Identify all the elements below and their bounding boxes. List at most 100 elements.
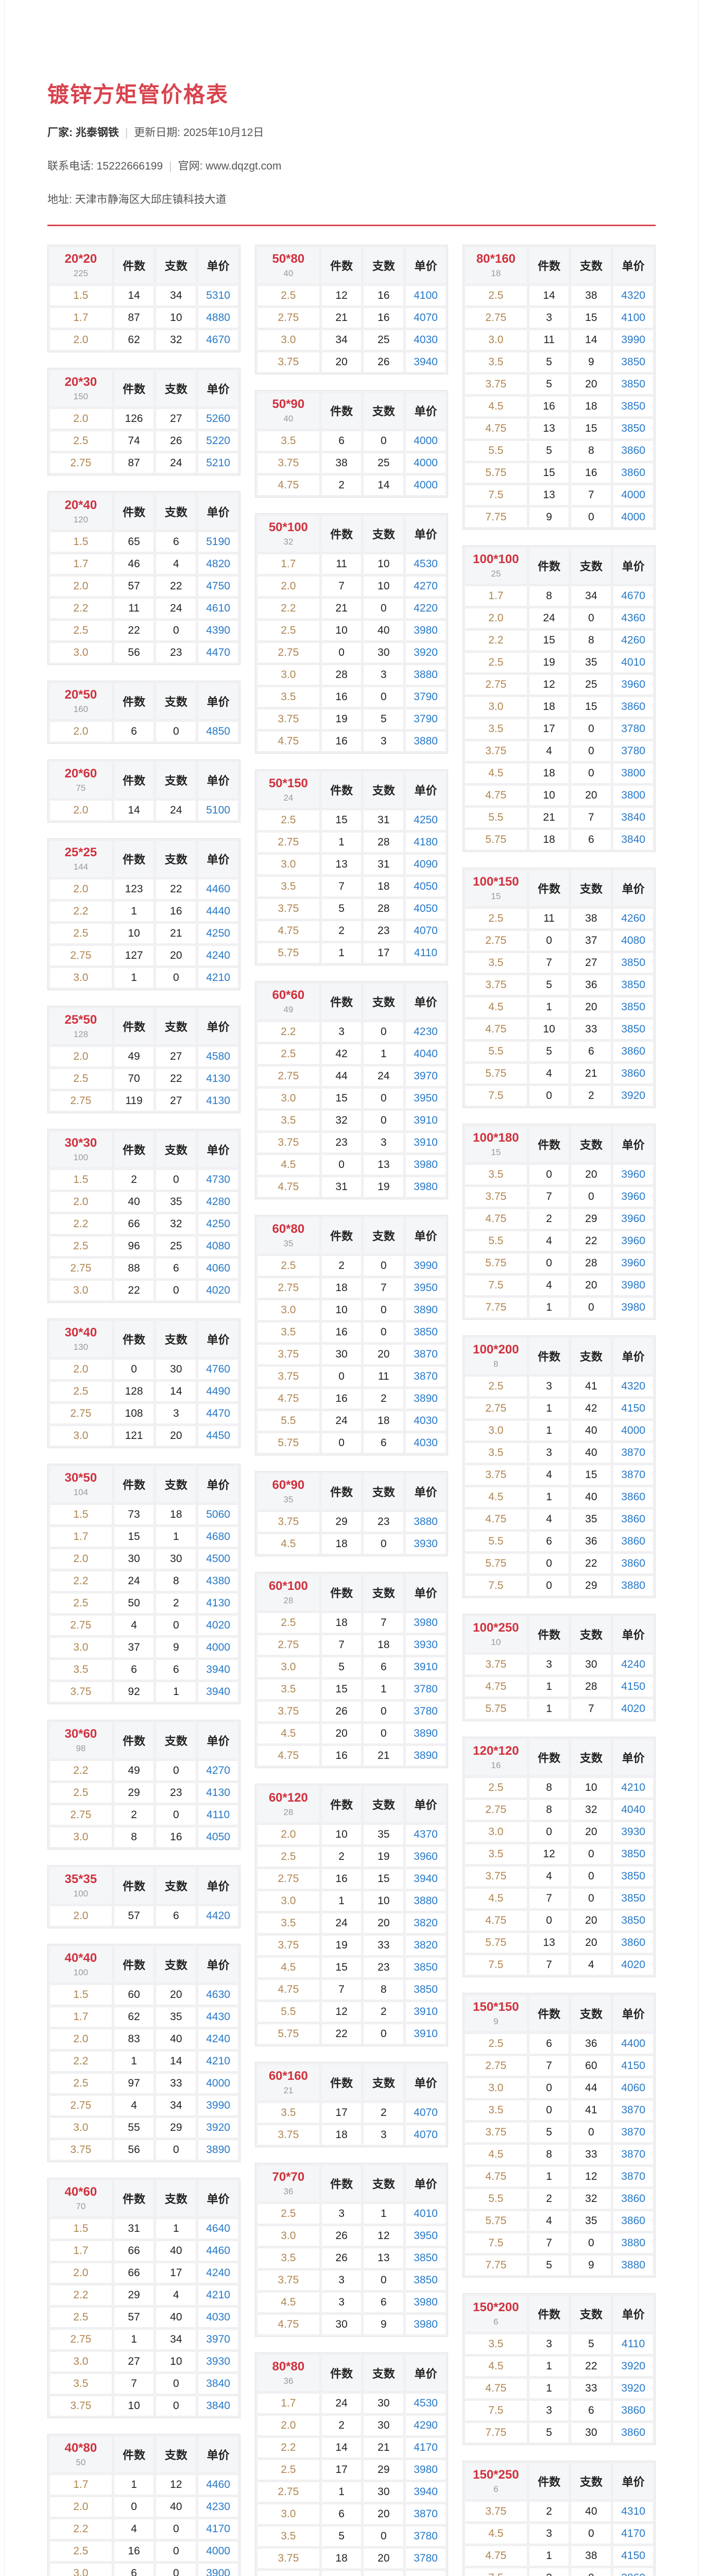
- address-text: 天津市静海区大邱庄镇科技大道: [75, 194, 227, 206]
- table-row: 3.5 26 13 3850: [257, 2248, 446, 2268]
- thickness-cell: 2.0: [49, 1906, 112, 1926]
- size-header-cell: 20*50 160: [49, 683, 112, 720]
- pieces-cell: 1: [321, 1891, 362, 1911]
- count-cell: 25: [363, 453, 404, 473]
- column-header: 件数: [113, 840, 155, 877]
- price-cell: 4680: [198, 1527, 238, 1547]
- table-row: 3.0 1 10 3880: [257, 1891, 446, 1911]
- pieces-cell: 0: [528, 1822, 570, 1842]
- price-cell: 4290: [405, 2415, 446, 2436]
- thickness-cell: 3.5: [465, 1164, 527, 1185]
- thickness-cell: 4.5: [465, 2356, 527, 2377]
- column-header: 件数: [113, 2180, 155, 2217]
- column-header: 支数: [156, 1466, 197, 1503]
- price-cell: 4880: [198, 308, 238, 328]
- size-header-cell: 50*100 32: [257, 515, 320, 552]
- table-row: 1.7 11 10 4530: [257, 554, 446, 574]
- thickness-cell: 2.5: [257, 2204, 320, 2224]
- size-header-cell: 60*160 21: [257, 2064, 320, 2101]
- size-header-cell: 30*50 104: [49, 1466, 112, 1503]
- price-cell: 4060: [613, 2078, 654, 2098]
- size-label: 60*90: [272, 1478, 305, 1492]
- price-cell: 4070: [405, 308, 446, 328]
- pieces-cell: 15: [321, 1679, 362, 1700]
- table-row: 2.5 57 40 4030: [49, 2307, 238, 2328]
- table-row: 3.5 16 0 3850: [257, 1322, 446, 1343]
- thickness-cell: 3.75: [49, 2396, 112, 2416]
- column-header: 件数: [528, 1616, 570, 1653]
- column-header: 支数: [571, 1337, 612, 1375]
- pieces-cell: 3: [528, 1376, 570, 1397]
- table-row: 2.2 49 0 4270: [49, 1760, 238, 1781]
- thickness-cell: 4.5: [465, 396, 527, 417]
- pieces-cell: 13: [321, 854, 362, 875]
- count-cell: 0: [571, 1888, 612, 1909]
- column-header: 件数: [528, 2463, 570, 2500]
- count-cell: 22: [571, 1231, 612, 1251]
- price-table-40x80: 40*80 50 件数 支数 单价 1.7 1 12 4460 2.0 0 40 4230 2.2 4 0 41…: [47, 2434, 241, 2576]
- price-cell: 4210: [198, 2285, 238, 2306]
- count-cell: 6: [156, 1659, 197, 1680]
- pieces-cell: 2: [528, 2189, 570, 2209]
- count-cell: 35: [156, 2007, 197, 2027]
- table-row: 3.75 5 36 3850: [465, 975, 654, 995]
- count-cell: 16: [571, 463, 612, 483]
- column-header: 件数: [528, 1126, 570, 1163]
- table-row: 3.5 15 1 3780: [257, 1679, 446, 1700]
- table-row: 2.75 1 42 4150: [465, 1398, 654, 1419]
- table-row: 2.5 29 23 4130: [49, 1783, 238, 1803]
- count-cell: 15: [571, 308, 612, 328]
- count-cell: 21: [156, 923, 197, 944]
- pieces-cell: 7: [528, 1187, 570, 1207]
- size-header-cell: 40*60 70: [49, 2180, 112, 2217]
- count-cell: 36: [571, 975, 612, 995]
- thickness-cell: 2.5: [257, 810, 320, 831]
- price-cell: 3960: [613, 1253, 654, 1274]
- column-header: 单价: [198, 247, 238, 284]
- size-sub-count: 16: [491, 1760, 501, 1770]
- size-sub-count: 36: [283, 2187, 294, 2196]
- price-cell: 4670: [198, 330, 238, 350]
- count-cell: 27: [571, 953, 612, 973]
- thickness-cell: 3.0: [465, 1420, 527, 1441]
- count-cell: 3: [363, 1132, 404, 1153]
- count-cell: 0: [363, 1701, 404, 1722]
- count-cell: 0: [363, 1110, 404, 1131]
- pieces-cell: 10: [113, 923, 155, 944]
- thickness-cell: 5.5: [257, 2002, 320, 2022]
- pieces-cell: 11: [113, 598, 155, 619]
- thickness-cell: 4.75: [257, 1745, 320, 1766]
- price-cell: 4000: [198, 1637, 238, 1658]
- table-row: 4.75 1 12 3870: [465, 2166, 654, 2187]
- count-cell: 26: [363, 352, 404, 372]
- thickness-cell: 2.0: [257, 576, 320, 597]
- table-row: 2.5 16 0 4000: [49, 2541, 238, 2562]
- pieces-cell: 18: [321, 2125, 362, 2145]
- count-cell: 0: [571, 608, 612, 629]
- pieces-cell: 16: [321, 731, 362, 752]
- thickness-cell: 4.75: [257, 2314, 320, 2335]
- table-row: 4.5 20 0 3890: [257, 1723, 446, 1744]
- price-cell: 4070: [405, 921, 446, 941]
- thickness-cell: 1.7: [49, 1527, 112, 1547]
- table-row: 4.5 1 20 3850: [465, 997, 654, 1018]
- count-cell: 20: [156, 1426, 197, 1446]
- price-cell: 3960: [613, 1231, 654, 1251]
- count-cell: 28: [363, 832, 404, 853]
- pieces-cell: 8: [528, 1800, 570, 1820]
- price-cell: 3890: [405, 1300, 446, 1320]
- count-cell: 30: [571, 1654, 612, 1675]
- price-cell: 3940: [198, 1659, 238, 1680]
- table-row: 2.75 88 6 4060: [49, 1258, 238, 1279]
- count-cell: 0: [571, 1297, 612, 1318]
- thickness-cell: 2.5: [465, 1777, 527, 1798]
- thickness-cell: 4.75: [465, 1209, 527, 1229]
- pieces-cell: 0: [528, 1086, 570, 1106]
- thickness-cell: 2.5: [49, 431, 112, 451]
- count-cell: 7: [571, 1699, 612, 1719]
- thickness-cell: 3.5: [49, 2374, 112, 2394]
- count-cell: 23: [363, 1957, 404, 1978]
- table-row: 2.0 30 30 4500: [49, 1549, 238, 1569]
- pieces-cell: 57: [113, 1906, 155, 1926]
- price-cell: 5190: [198, 532, 238, 552]
